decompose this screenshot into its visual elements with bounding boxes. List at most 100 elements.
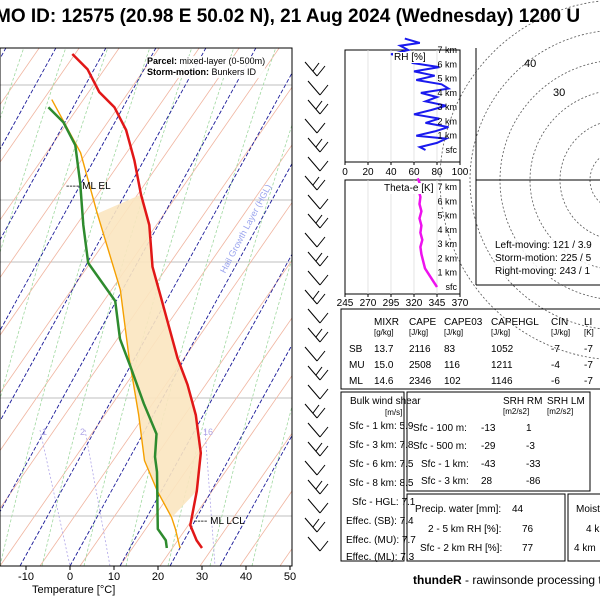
moisture-table-frame	[406, 493, 566, 562]
moist-4k-b: 4 km	[574, 543, 596, 554]
moist-adiabat	[41, 48, 193, 566]
wind-barb	[304, 460, 326, 476]
wind-barb-flag	[316, 122, 326, 134]
ml-li: -7	[584, 376, 593, 387]
wind-barb-staff	[304, 403, 318, 419]
wind-barb-flag	[316, 179, 326, 191]
srh-rm-header: SRH RM	[503, 396, 543, 407]
shear-row-1: Sfc - 1 km: 5.9	[349, 421, 414, 432]
theta-height-label: 7 km	[437, 182, 457, 192]
srh-lm-unit: [m2/s2]	[547, 407, 574, 416]
mixing-ratio-line	[84, 429, 111, 566]
wind-barb	[304, 403, 326, 419]
theta-tick-label: 270	[360, 298, 377, 309]
wind-barb-flag	[319, 84, 329, 96]
srh-row-4-rm: 28	[481, 476, 493, 487]
header-cape03: CAPE03	[444, 317, 483, 328]
shear-row-4: Sfc - 8 km: 8.5	[349, 478, 414, 489]
mu-li: -7	[584, 360, 593, 371]
wind-barb-flag	[312, 290, 320, 300]
shear-row-8: Effec. (ML): 7.3	[346, 552, 415, 563]
wind-barb-flag	[316, 350, 326, 362]
theta-tick-label: 320	[406, 298, 423, 309]
dry-adiabat	[0, 48, 80, 163]
wind-barb-flag	[319, 141, 329, 153]
wind-barb-flag	[315, 100, 323, 110]
wind-barb-flag	[319, 103, 329, 115]
storm-motion-text: Storm-motion: 225 / 5	[495, 253, 592, 264]
ml-lcl-text: ML LCL	[210, 516, 245, 527]
parcel-line	[51, 99, 181, 549]
srh-table-frame	[406, 391, 591, 492]
wind-barb	[307, 194, 329, 210]
wind-barb-flag	[312, 404, 320, 414]
theta-height-label: 3 km	[437, 239, 457, 249]
footer-tagline: - rawinsonde processing t	[461, 573, 600, 587]
wind-barb-flag	[316, 464, 326, 476]
header-cape-unit: [J/kg]	[409, 328, 429, 337]
wind-barb-flag	[315, 366, 323, 376]
rh-tick-label: 0	[342, 167, 348, 178]
left-moving-text: Left-moving: 121 / 3.9	[495, 240, 592, 251]
cape-area	[97, 194, 201, 518]
wind-barb-flag	[319, 369, 329, 381]
dry-adiabat	[0, 48, 120, 221]
wind-barb-staff	[307, 270, 321, 286]
rh-height-label: sfc	[445, 145, 457, 155]
ml-capehgl: 1146	[491, 376, 513, 387]
wind-barb	[307, 498, 329, 514]
wind-barb-staff	[307, 156, 321, 172]
sb-li: -7	[584, 344, 593, 355]
theta-frame	[344, 179, 461, 295]
dry-adiabat	[0, 48, 200, 336]
wind-barb-flag	[316, 407, 326, 419]
row-ml-label: ML	[349, 376, 363, 387]
wind-barb-staff	[307, 479, 321, 495]
skewt-profiles	[47, 53, 204, 549]
footer: thundeR - rawinsonde processing t	[413, 573, 600, 587]
wind-barb-staff	[304, 460, 318, 476]
shear-table: Bulk wind shear [m/s] Sfc - 1 km: 5.9 Sf…	[341, 392, 421, 563]
moist-adiabat	[0, 48, 151, 566]
ml-lcl-label: ---- ML LCL	[194, 516, 245, 527]
sb-cape: 2116	[409, 344, 431, 355]
wind-barb	[307, 422, 329, 438]
header-cin: CIN	[551, 317, 569, 328]
srh-row-3-rm: -43	[481, 459, 496, 470]
wind-barb	[304, 175, 326, 191]
x-tick-label: 10	[108, 571, 120, 583]
wind-barb-staff	[307, 384, 321, 400]
hodo-ring-30: 30	[553, 87, 566, 99]
wind-barb-flag	[319, 160, 329, 172]
wind-barb-flag	[315, 252, 323, 262]
wind-barb-flag	[316, 521, 326, 533]
rh-sfc-2-value: 77	[522, 543, 534, 554]
ml-cape: 2346	[409, 376, 432, 387]
theta-title: Theta-e [K]	[383, 183, 435, 194]
wind-barb-staff	[307, 536, 321, 552]
row-mu-label: MU	[349, 360, 365, 371]
theta-line	[416, 177, 439, 288]
srh-row-3-label: Sfc - 1 km:	[421, 459, 469, 470]
rh-tick-label: 80	[431, 167, 443, 178]
wind-barb-staff	[304, 175, 318, 191]
wind-barb-flag	[319, 274, 329, 286]
x-tick-label: -10	[18, 571, 34, 583]
rh-x-ticks: 0 20 40 60 80 100	[342, 162, 469, 178]
row-sb-label: SB	[349, 344, 363, 355]
mu-cin: -4	[551, 360, 560, 371]
ml-el-text: ML EL	[82, 181, 111, 192]
indices-table-frame	[340, 308, 600, 390]
footer-brand: thundeR	[413, 573, 462, 587]
skewt-frame	[0, 47, 293, 567]
srh-row-2-lm: -3	[526, 441, 535, 452]
wind-barb-flag	[319, 388, 329, 400]
shear-row-6: Effec. (SB): 7.4	[346, 516, 414, 527]
ml-el-label: ---- ML EL	[66, 181, 111, 192]
wind-barb-staff	[304, 517, 318, 533]
wind-barb-flag	[319, 312, 329, 324]
parcel-value: mixed-layer (0-500m)	[179, 56, 266, 66]
moist-adiabat	[209, 257, 292, 566]
wind-barb-staff	[307, 213, 321, 229]
